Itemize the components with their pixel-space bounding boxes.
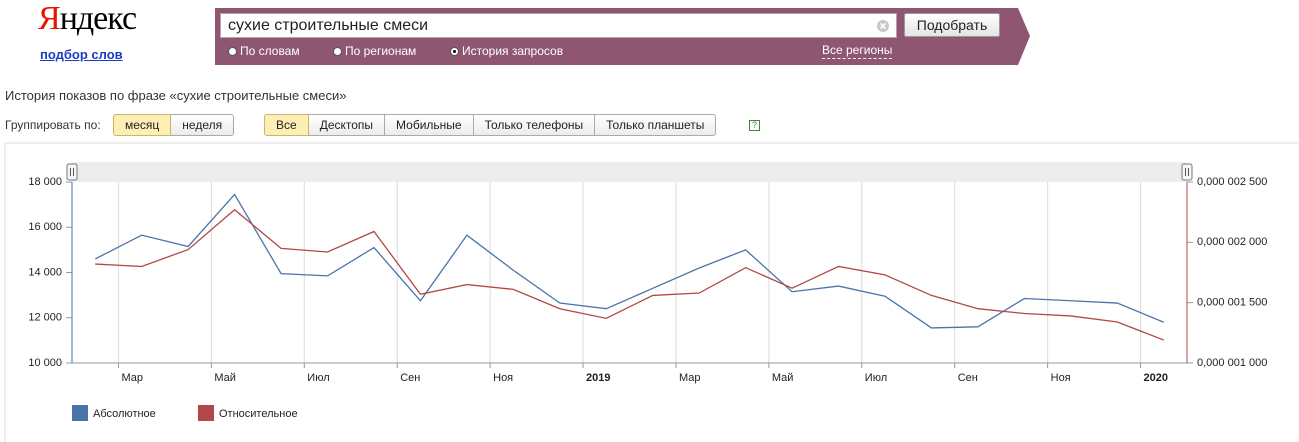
y-tick-label: 16 000 bbox=[28, 221, 62, 233]
x-tick-label: Июл bbox=[307, 372, 329, 384]
range-handle[interactable] bbox=[66, 163, 78, 181]
logo: Яндекс bbox=[38, 0, 137, 37]
x-tick-label: Мар bbox=[679, 372, 701, 384]
toggle-button[interactable]: Только телефоны bbox=[473, 114, 596, 136]
search-mode[interactable]: По регионам bbox=[333, 43, 416, 59]
heading: История показов по фразе «сухие строител… bbox=[5, 88, 347, 103]
help-icon[interactable]: ? bbox=[749, 120, 760, 131]
toggle-button[interactable]: Десктопы bbox=[308, 114, 386, 136]
mode-label[interactable]: По регионам bbox=[345, 44, 417, 58]
radio[interactable] bbox=[228, 47, 237, 56]
radio[interactable] bbox=[450, 47, 459, 56]
radio[interactable] bbox=[333, 47, 342, 56]
service-link[interactable]: подбор слов bbox=[40, 47, 123, 62]
x-tick-label: Июл bbox=[865, 372, 887, 384]
toggle-button[interactable]: Только планшеты bbox=[595, 114, 717, 136]
y2-tick-label: 0,000 001 000 bbox=[1197, 357, 1267, 369]
legend-swatch bbox=[72, 405, 88, 421]
y-tick-label: 18 000 bbox=[28, 176, 62, 188]
range-scrollbar[interactable] bbox=[72, 162, 1187, 182]
search-button[interactable]: Подобрать bbox=[904, 13, 1000, 37]
device-buttons: Все Десктопы Мобильные Только телефоны Тольк… bbox=[264, 114, 717, 136]
x-tick-label: Май bbox=[214, 372, 236, 384]
clear-icon[interactable] bbox=[876, 19, 890, 33]
search-input[interactable]: сухие строительные смеси bbox=[220, 13, 897, 38]
mode-label[interactable]: По словам bbox=[240, 44, 300, 58]
y2-tick-label: 0,000 001 500 bbox=[1197, 297, 1267, 309]
y2-tick-label: 0,000 002 000 bbox=[1197, 236, 1267, 248]
x-tick-label: Май bbox=[772, 372, 794, 384]
toggle-button[interactable]: неделя bbox=[171, 114, 235, 136]
mode-label[interactable]: История запросов bbox=[462, 44, 564, 58]
search-mode[interactable]: По словам bbox=[228, 43, 300, 59]
series-line bbox=[94, 193, 1165, 329]
toggle-button[interactable]: Мобильные bbox=[385, 114, 474, 136]
legend-swatch bbox=[198, 405, 214, 421]
y2-tick-label: 0,000 002 500 bbox=[1197, 176, 1267, 188]
legend-label: Относительное bbox=[219, 408, 298, 420]
x-tick-label: Ноя bbox=[1051, 372, 1071, 384]
x-tick-label: 2020 bbox=[1144, 372, 1168, 384]
x-tick-label: Ноя bbox=[493, 372, 513, 384]
x-tick-label: Сен bbox=[958, 372, 978, 384]
toggle-button[interactable]: Все bbox=[264, 114, 309, 136]
grouping-buttons: месяц неделя bbox=[113, 114, 235, 136]
x-tick-label: 2019 bbox=[586, 372, 610, 384]
regions-link[interactable]: Все регионы bbox=[822, 43, 893, 59]
range-handle[interactable] bbox=[1181, 163, 1193, 181]
y-tick-label: 10 000 bbox=[28, 357, 62, 369]
y-tick-label: 12 000 bbox=[28, 312, 62, 324]
grouping-label: Группировать по: bbox=[5, 118, 101, 132]
y-tick-label: 14 000 bbox=[28, 266, 62, 278]
chart: Мар Май Июл Сен Ноя 2019 Мар Май Июл Сен Ноя 2020 10… bbox=[4, 142, 1299, 442]
x-tick-label: Мар bbox=[121, 372, 143, 384]
search-mode[interactable]: История запросов bbox=[450, 43, 563, 59]
series-line bbox=[95, 208, 1165, 341]
x-tick-label: Сен bbox=[400, 372, 420, 384]
toggle-button[interactable]: месяц bbox=[113, 114, 172, 136]
legend-label: Абсолютное bbox=[93, 408, 156, 420]
